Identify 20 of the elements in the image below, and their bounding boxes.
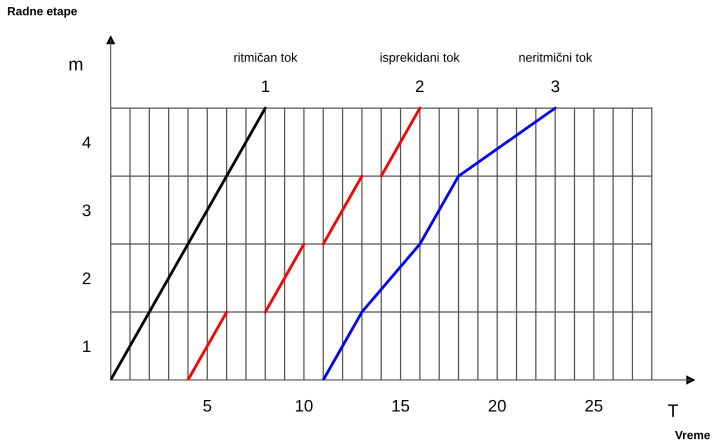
annotation: 3: [551, 80, 560, 92]
x-tick-label: 25: [585, 400, 602, 412]
x-tick-label: 20: [488, 400, 506, 412]
x-tick-label: 10: [296, 400, 313, 412]
x-tick-label: 5: [203, 400, 212, 412]
y-tick-label: 4: [82, 136, 91, 148]
y-tick-label: 2: [82, 272, 90, 284]
y-tick-label: 1: [83, 340, 90, 352]
annotation: 2: [416, 80, 424, 92]
line-series: [322, 106, 557, 380]
annotation: neritmični tok: [519, 52, 592, 62]
annotation: ritmičan tok: [234, 52, 298, 62]
y-axis-title: m: [70, 60, 82, 70]
x-tick-label: 15: [392, 400, 410, 412]
y-tick-label: 3: [82, 204, 90, 216]
annotation: isprekidani tok: [380, 52, 460, 64]
text: Vreme: [675, 430, 710, 440]
text: Radne etape: [8, 6, 77, 18]
annotation: 1: [262, 80, 270, 92]
x-axis-title: T: [668, 404, 678, 417]
